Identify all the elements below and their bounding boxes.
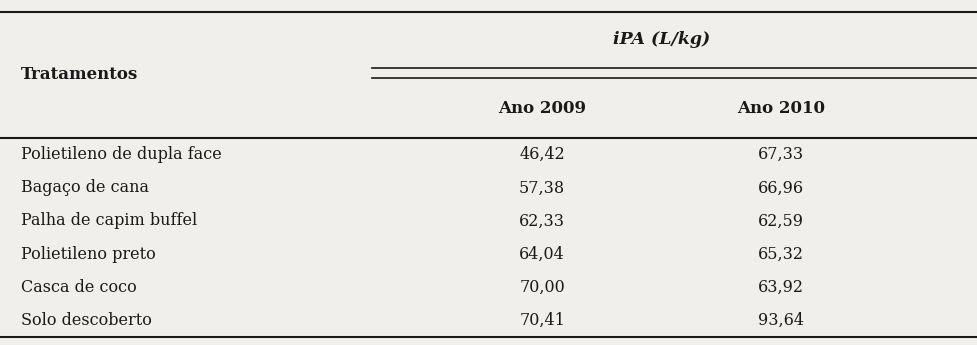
Text: Ano 2009: Ano 2009 xyxy=(498,100,586,117)
Text: Casca de coco: Casca de coco xyxy=(21,279,137,296)
Text: 57,38: 57,38 xyxy=(519,179,565,196)
Text: iPA (L/kg): iPA (L/kg) xyxy=(613,31,710,48)
Text: 70,41: 70,41 xyxy=(519,312,565,329)
Text: 62,33: 62,33 xyxy=(519,213,565,229)
Text: 63,92: 63,92 xyxy=(758,279,804,296)
Text: 64,04: 64,04 xyxy=(519,246,565,263)
Text: Polietileno preto: Polietileno preto xyxy=(21,246,155,263)
Text: Palha de capim buffel: Palha de capim buffel xyxy=(21,213,197,229)
Text: Polietileno de dupla face: Polietileno de dupla face xyxy=(21,146,222,163)
Text: 70,00: 70,00 xyxy=(519,279,565,296)
Text: Solo descoberto: Solo descoberto xyxy=(21,312,151,329)
Text: 93,64: 93,64 xyxy=(758,312,804,329)
Text: Tratamentos: Tratamentos xyxy=(21,67,138,83)
Text: 62,59: 62,59 xyxy=(758,213,804,229)
Text: 66,96: 66,96 xyxy=(758,179,804,196)
Text: 67,33: 67,33 xyxy=(758,146,804,163)
Text: 46,42: 46,42 xyxy=(519,146,565,163)
Text: Bagaço de cana: Bagaço de cana xyxy=(21,179,149,196)
Text: Ano 2010: Ano 2010 xyxy=(737,100,825,117)
Text: 65,32: 65,32 xyxy=(758,246,804,263)
